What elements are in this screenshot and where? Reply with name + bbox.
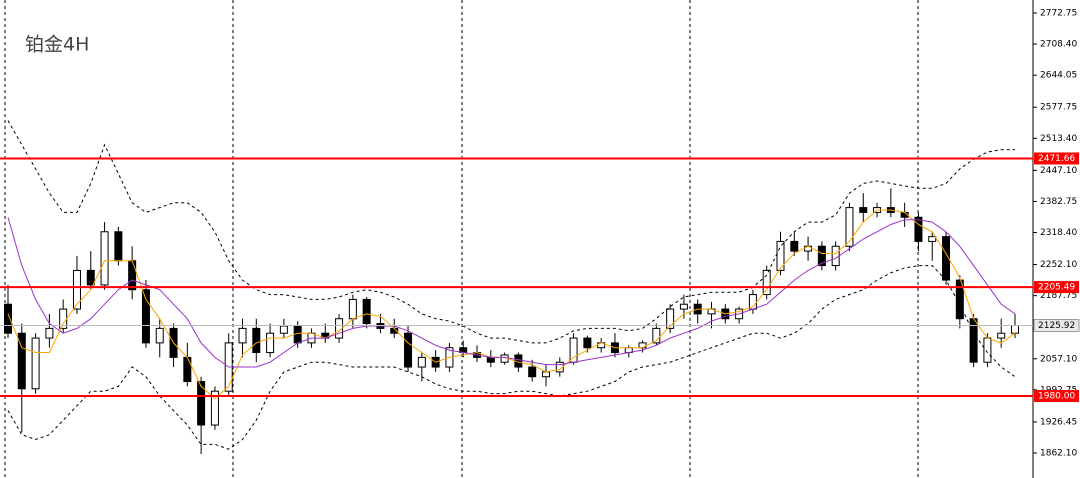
last-price-box — [1033, 319, 1080, 333]
candle-body — [210, 390, 219, 426]
candle-body — [100, 231, 109, 286]
level-label: 2205.49 — [1038, 283, 1075, 293]
candle-body — [666, 308, 675, 329]
candle-body — [128, 260, 137, 291]
y-tick-label: 2644.05 — [1040, 71, 1077, 81]
candle-body — [831, 245, 840, 267]
candle-body — [4, 303, 12, 334]
candle-body — [155, 327, 164, 344]
candle-body — [983, 337, 992, 363]
candle-body — [252, 327, 261, 354]
candle-body — [914, 216, 923, 242]
last-price-label: 2125.92 — [1038, 321, 1075, 331]
candle-body — [362, 298, 371, 325]
candle-body — [997, 332, 1006, 339]
candle-body — [348, 298, 357, 320]
y-tick-label: 2252.10 — [1040, 260, 1077, 270]
y-tick-label: 2772.75 — [1040, 8, 1077, 18]
candle-body — [279, 325, 288, 334]
candle-body — [569, 337, 578, 363]
candle-body — [762, 269, 771, 296]
level-label: 1980.00 — [1038, 392, 1075, 402]
candle-body — [776, 240, 785, 271]
candle-body — [528, 366, 537, 378]
candle-body — [31, 337, 40, 390]
candle-body — [238, 327, 247, 344]
y-tick-label: 2708.40 — [1040, 40, 1077, 50]
candle-body — [114, 231, 123, 262]
y-tick-label: 2577.75 — [1040, 103, 1077, 113]
candle-body — [652, 327, 661, 344]
indicator-line — [7, 217, 1016, 368]
candle-body — [541, 371, 550, 378]
candle-body — [417, 356, 426, 368]
candle-body — [804, 245, 813, 252]
candle-body — [638, 342, 647, 349]
y-tick-label: 2382.75 — [1040, 197, 1077, 207]
chart-title: 铂金4H — [25, 34, 89, 56]
candle-body — [583, 337, 592, 349]
level-box — [1034, 390, 1079, 403]
candle-body — [197, 381, 206, 426]
candle-body — [183, 356, 192, 383]
candle-body — [942, 236, 951, 281]
y-tick-label: 1926.45 — [1040, 417, 1077, 427]
candle-body — [72, 269, 81, 310]
indicator-line — [7, 209, 1016, 400]
y-tick-label: 1862.10 — [1040, 449, 1077, 459]
candle-body — [859, 207, 868, 213]
y-tick-label: 2057.10 — [1040, 354, 1077, 364]
level-label: 2471.66 — [1038, 154, 1075, 164]
candle-body — [86, 269, 95, 286]
candle-body — [790, 240, 799, 252]
candle-body — [845, 207, 854, 247]
candle-body — [928, 236, 937, 242]
level-box — [1034, 281, 1079, 294]
level-box — [1034, 152, 1079, 165]
candle-body — [817, 245, 826, 267]
candle-body — [1011, 325, 1019, 334]
candle-body — [955, 279, 964, 320]
y-tick-label: 2447.10 — [1040, 166, 1077, 176]
y-tick-label: 2513.40 — [1040, 134, 1077, 144]
y-tick-label: 2187.75 — [1040, 291, 1077, 301]
y-tick-label: 2318.40 — [1040, 228, 1077, 238]
candle-body — [17, 332, 26, 390]
indicator-line — [7, 120, 1015, 344]
candle-body — [404, 332, 413, 368]
candle-body — [141, 289, 150, 344]
candle-body — [679, 303, 688, 310]
candle-body — [486, 356, 495, 363]
candle-body — [45, 327, 54, 339]
candle-body — [266, 332, 275, 354]
